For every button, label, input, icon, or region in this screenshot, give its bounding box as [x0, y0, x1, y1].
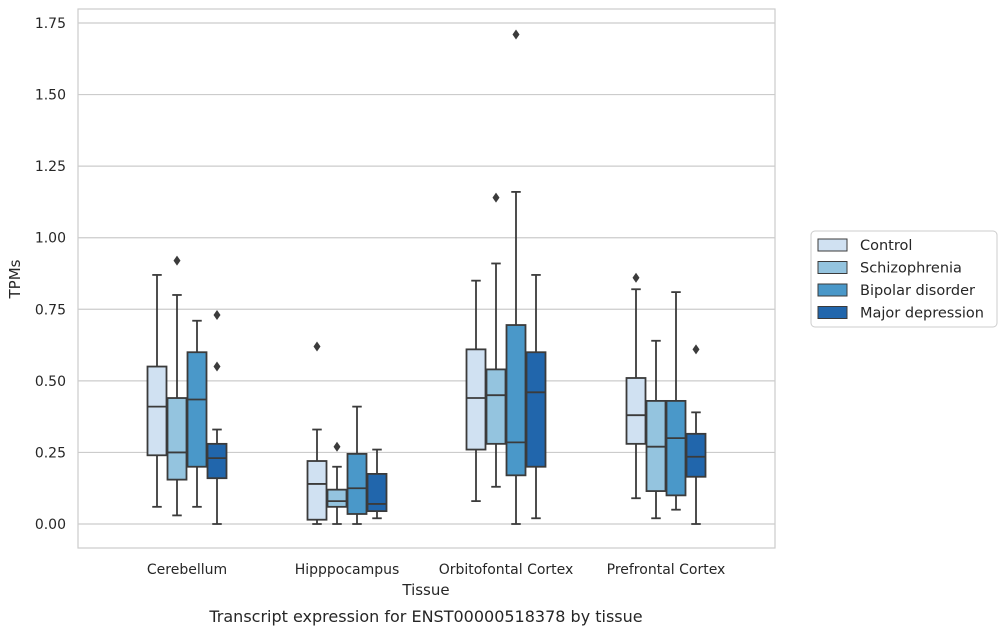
legend-frame: [810, 230, 998, 328]
box-group: [146, 274, 168, 508]
boxes: [146, 29, 707, 525]
box-group: [625, 272, 647, 500]
y-tick-label: 1.00: [35, 231, 66, 247]
box-iqr: [485, 368, 507, 445]
outlier-point: [632, 272, 640, 283]
box-group: [346, 405, 368, 525]
box-group: [306, 341, 328, 525]
box-iqr: [505, 324, 527, 477]
y-tick-label: 1.25: [35, 159, 66, 175]
x-tick-label: Hipppocampus: [295, 562, 400, 578]
box-group: [166, 255, 188, 517]
y-tick-label: 1.75: [35, 16, 66, 32]
outlier-point: [173, 255, 181, 266]
outlier-point: [692, 344, 700, 355]
legend-label: Bipolar disorder: [860, 283, 975, 299]
box-group: [665, 291, 687, 511]
box-iqr: [206, 442, 228, 480]
legend: Control Schizophrenia Bipolar disorder Majo…: [810, 230, 998, 328]
x-tick-labels: Cerebellum Hipppocampus Orbitofontal Corte…: [147, 562, 725, 578]
box-group: [525, 274, 547, 520]
legend-swatch: [817, 261, 848, 274]
box-group: [366, 448, 388, 520]
box-iqr: [685, 432, 707, 478]
box-group: [326, 441, 348, 525]
box-iqr: [166, 397, 188, 481]
box-iqr: [306, 460, 328, 521]
y-axis-label: TPMs: [6, 259, 24, 299]
box-iqr: [366, 472, 388, 513]
y-tick-label: 0.00: [35, 517, 66, 533]
box-iqr: [346, 452, 368, 515]
legend-swatch: [817, 283, 848, 297]
y-tick-label: 0.50: [35, 374, 66, 390]
x-tick-label: Orbitofontal Cortex: [439, 562, 574, 578]
legend-swatch: [817, 238, 848, 252]
box-group: [206, 310, 228, 525]
y-tick-label: 1.50: [35, 88, 66, 104]
legend-label: Schizophrenia: [860, 261, 962, 277]
box-group: [465, 279, 487, 502]
outlier-point: [213, 361, 221, 372]
outlier-point: [313, 341, 321, 352]
y-tick-label: 0.25: [35, 445, 66, 461]
outlier-point: [512, 29, 520, 40]
x-tick-label: Prefrontal Cortex: [607, 562, 726, 578]
outlier-point: [213, 310, 221, 321]
x-axis-label: Tissue: [401, 581, 449, 599]
chart-caption: Transcript expression for ENST0000051837…: [208, 607, 642, 626]
outlier-point: [492, 192, 500, 203]
box-iqr: [625, 377, 647, 445]
outlier-point: [333, 441, 341, 452]
box-iqr: [146, 365, 168, 457]
box-iqr: [525, 351, 547, 468]
y-tick-labels: 0.00 0.25 0.50 0.75 1.00 1.25 1.50 1.75: [35, 16, 66, 533]
box-iqr: [186, 351, 208, 468]
legend-label: Control: [860, 238, 912, 254]
legend-swatch: [817, 306, 848, 319]
box-iqr: [665, 399, 687, 497]
box-group: [505, 29, 527, 525]
box-iqr: [326, 488, 348, 508]
box-group: [186, 319, 208, 508]
y-tick-label: 0.75: [35, 302, 66, 318]
legend-label: Major depression: [860, 306, 984, 322]
box-group: [645, 339, 667, 520]
box-group: [485, 192, 507, 488]
x-tick-label: Cerebellum: [147, 562, 227, 578]
box-group: [685, 344, 707, 525]
box-iqr: [465, 348, 487, 451]
